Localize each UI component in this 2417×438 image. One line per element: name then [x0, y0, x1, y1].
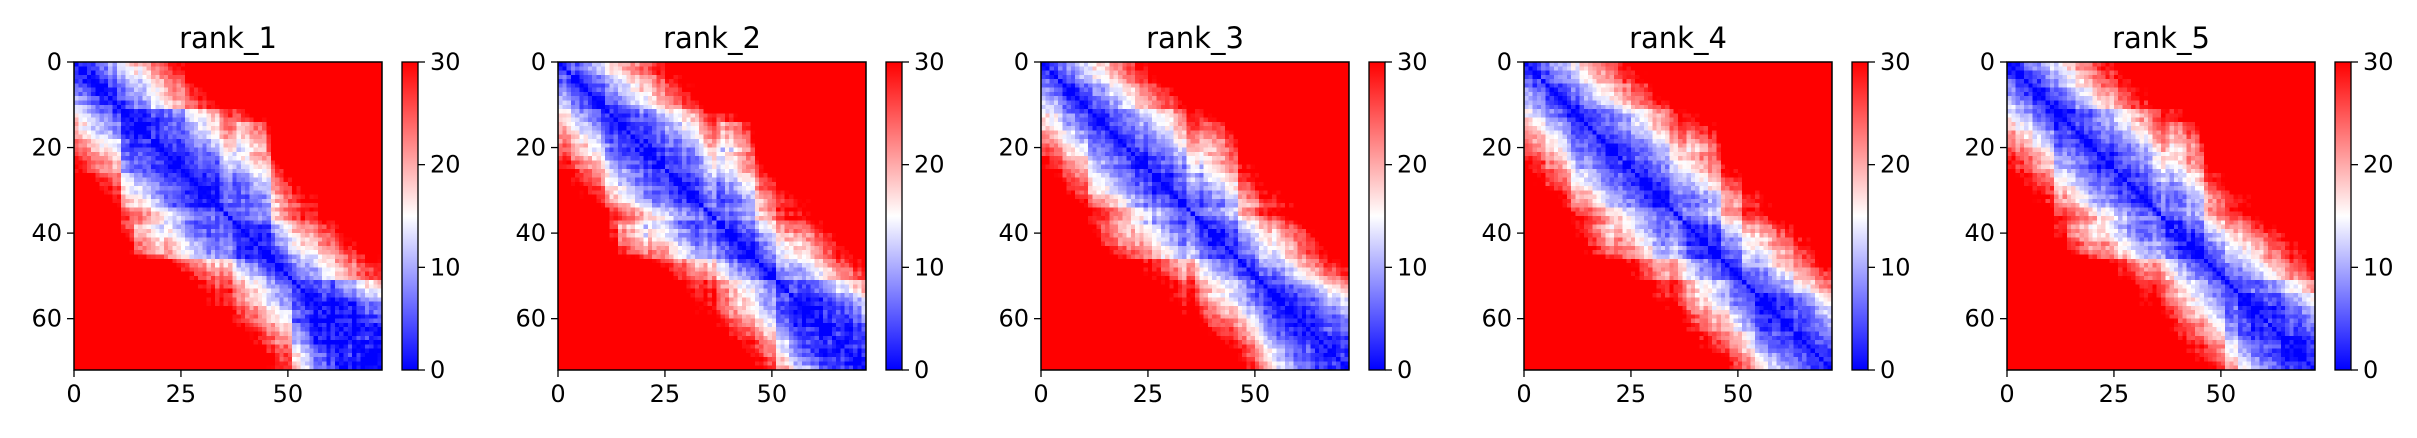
y-tick-label: 40	[31, 219, 62, 247]
y-tick-label: 40	[515, 219, 546, 247]
y-tick-label: 20	[1964, 134, 1995, 162]
colorbar	[401, 61, 419, 371]
x-tick-label: 0	[1516, 380, 1531, 408]
axes-frame	[1040, 61, 1350, 371]
x-tick-label: 50	[1240, 380, 1271, 408]
x-tick-label: 50	[757, 380, 788, 408]
y-tick-label: 60	[1964, 305, 1995, 333]
panel-title: rank_4	[1629, 21, 1727, 55]
heatmap-image	[558, 62, 866, 370]
heatmap-image	[74, 62, 382, 370]
panel-2: rank_2 0 25 50 0 20 40 60 0 10 20 30	[515, 21, 944, 408]
colorbar-tick-label: 0	[2363, 356, 2378, 384]
colorbar-tick-label: 20	[1880, 151, 1911, 179]
colorbar-tick-label: 10	[430, 253, 461, 281]
x-tick-label: 50	[1723, 380, 1754, 408]
axes-frame	[73, 61, 383, 371]
colorbar-tick-label: 30	[1880, 48, 1911, 76]
y-tick-label: 20	[31, 134, 62, 162]
x-tick-label: 25	[166, 380, 197, 408]
panel-title: rank_3	[1146, 21, 1244, 55]
colorbar-tick-label: 20	[914, 151, 945, 179]
colorbar-tick-label: 20	[1397, 151, 1428, 179]
heatmap-image	[1524, 62, 1832, 370]
x-tick-label: 25	[1616, 380, 1647, 408]
axes-frame	[2006, 61, 2316, 371]
panel-4: rank_4 0 25 50 0 20 40 60 0 10 20 30	[1481, 21, 1910, 408]
panel-5: rank_5 0 25 50 0 20 40 60 0 10 20 30	[1964, 21, 2393, 408]
colorbar-tick-label: 10	[914, 253, 945, 281]
colorbar-tick-label: 0	[1397, 356, 1412, 384]
x-tick-label: 0	[1033, 380, 1048, 408]
colorbar-tick-label: 0	[430, 356, 445, 384]
axes-frame	[557, 61, 867, 371]
colorbar	[1851, 61, 1869, 371]
y-tick-label: 40	[998, 219, 1029, 247]
y-tick-label: 0	[1497, 48, 1512, 76]
colorbar-tick-label: 0	[1880, 356, 1895, 384]
colorbar-tick-label: 10	[1880, 253, 1911, 281]
colorbar-tick-label: 0	[914, 356, 929, 384]
colorbar	[885, 61, 903, 371]
y-tick-label: 60	[31, 305, 62, 333]
y-tick-label: 20	[1481, 134, 1512, 162]
heatmap-image	[1041, 62, 1349, 370]
colorbar-tick-label: 20	[430, 151, 461, 179]
colorbar-tick-label: 30	[430, 48, 461, 76]
x-tick-label: 25	[650, 380, 681, 408]
colorbar-tick-label: 10	[1397, 253, 1428, 281]
x-tick-label: 25	[1133, 380, 1164, 408]
x-tick-label: 0	[550, 380, 565, 408]
panel-1: rank_1 0 25 50 0 20 40 60 0 10 20 30	[31, 21, 460, 408]
heatmap-image	[2007, 62, 2315, 370]
axes-frame	[1523, 61, 1833, 371]
y-tick-label: 60	[1481, 305, 1512, 333]
panel-title: rank_2	[663, 21, 761, 55]
colorbar-tick-label: 20	[2363, 151, 2394, 179]
panel-title: rank_1	[179, 21, 277, 55]
colorbar-tick-label: 30	[1397, 48, 1428, 76]
x-tick-label: 25	[2099, 380, 2130, 408]
panel-3: rank_3 0 25 50 0 20 40 60 0 10 20 30	[998, 21, 1427, 408]
panel-title: rank_5	[2112, 21, 2210, 55]
y-tick-label: 60	[515, 305, 546, 333]
y-tick-label: 0	[1014, 48, 1029, 76]
y-tick-label: 20	[998, 134, 1029, 162]
y-tick-label: 20	[515, 134, 546, 162]
y-tick-label: 0	[531, 48, 546, 76]
y-tick-label: 60	[998, 305, 1029, 333]
y-tick-label: 0	[47, 48, 62, 76]
y-tick-label: 0	[1980, 48, 1995, 76]
colorbar	[1368, 61, 1386, 371]
colorbar	[2334, 61, 2352, 371]
colorbar-tick-label: 30	[2363, 48, 2394, 76]
x-tick-label: 0	[1999, 380, 2014, 408]
x-tick-label: 0	[66, 380, 81, 408]
x-tick-label: 50	[273, 380, 304, 408]
y-tick-label: 40	[1481, 219, 1512, 247]
x-tick-label: 50	[2206, 380, 2237, 408]
colorbar-tick-label: 30	[914, 48, 945, 76]
y-tick-label: 40	[1964, 219, 1995, 247]
colorbar-tick-label: 10	[2363, 253, 2394, 281]
